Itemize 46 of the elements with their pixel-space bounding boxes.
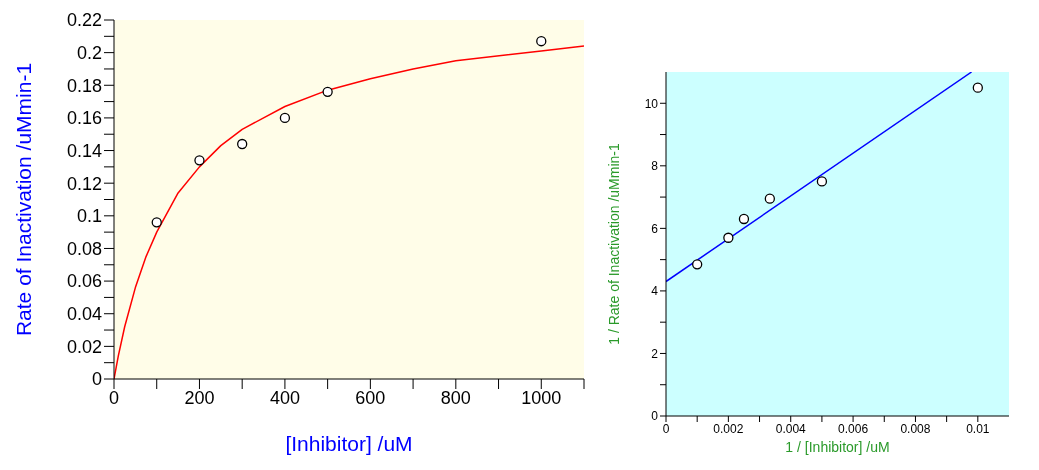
y-tick-label: 4 (651, 284, 659, 299)
y-tick-label: 0.04 (66, 304, 102, 325)
x-tick-label: 0 (662, 421, 670, 436)
x-tick-label: 0.008 (900, 421, 931, 436)
point (972, 82, 983, 93)
point (151, 217, 162, 228)
y-tick-label: 0.06 (66, 271, 102, 292)
y-tick-label: 0.1 (76, 206, 102, 227)
x-tick-label: 0.004 (775, 421, 807, 436)
point (692, 259, 703, 270)
point (194, 155, 205, 166)
y-axis-title: 1 / Rate of Inactivation /uMmin-1 (605, 143, 622, 345)
point (322, 86, 333, 97)
point (764, 193, 775, 204)
y-tick-label: 0.16 (66, 108, 102, 129)
x-axis-title: 1 / [Inhibitor] /uM (785, 439, 890, 455)
x-tick-label: 0 (108, 387, 120, 408)
y-tick-label: 0.08 (66, 238, 102, 259)
y-tick-label: 0 (651, 409, 659, 424)
x-tick-label: 800 (440, 387, 471, 408)
x-axis-title: [Inhibitor] /uM (285, 432, 413, 455)
point (816, 176, 828, 187)
y-tick-label: 0.12 (66, 173, 102, 194)
y-tick-label: 0.02 (66, 336, 102, 357)
point (738, 213, 750, 225)
point (237, 138, 248, 150)
x-tick-label: 400 (269, 387, 300, 408)
x-tick-label: 0.006 (838, 421, 869, 436)
x-tick-label: 600 (355, 387, 386, 408)
x-tick-label: 200 (184, 387, 215, 408)
y-tick-label: 10 (644, 96, 659, 111)
y-tick-label: 0.22 (66, 10, 102, 31)
x-tick-label: 1000 (521, 387, 562, 408)
x-tick-label: 0.01 (966, 421, 990, 436)
y-tick-label: 0.2 (76, 43, 102, 64)
point (723, 232, 734, 243)
y-tick-label: 0.14 (66, 140, 102, 161)
point (279, 112, 291, 124)
y-tick-label: 0.18 (66, 75, 102, 96)
y-tick-label: 2 (651, 346, 659, 361)
y-axis-title: Rate of Inactivation /uMmin-1 (12, 62, 36, 337)
y-tick-label: 6 (651, 221, 659, 236)
y-tick-label: 8 (651, 159, 659, 174)
y-tick-label: 0 (91, 369, 102, 390)
x-tick-label: 0.002 (713, 421, 744, 436)
point (536, 36, 547, 47)
